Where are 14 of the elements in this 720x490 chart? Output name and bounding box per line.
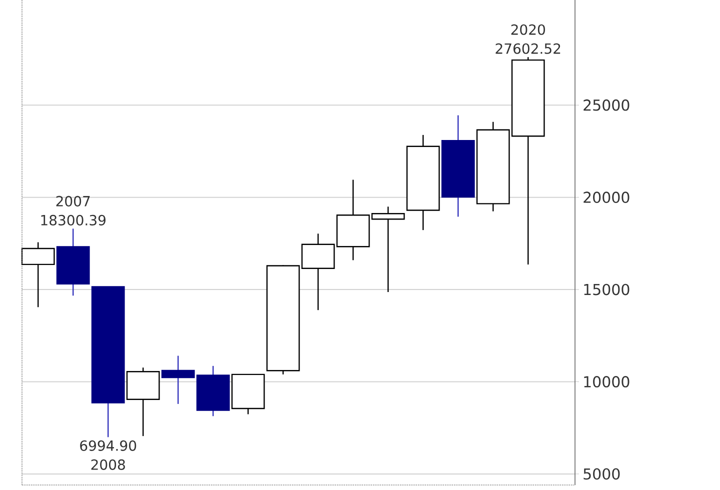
y-tick-label: 10000 [584,376,630,388]
annotation: 18300.39 [41,214,106,226]
annotation: 27602.52 [496,43,560,54]
candlestick [441,114,475,218]
y-tick-label: 5000 [584,468,620,480]
annotation: 2020 [511,24,545,35]
annotation: 2008 [91,459,125,470]
annotation: 2007 [56,196,90,206]
annotation: 6994.90 [80,440,136,451]
y-tick-label: 25000 [584,99,630,111]
y-tick-label: 15000 [584,284,630,296]
candlestick [406,134,440,231]
candlestick [56,228,90,296]
y-tick-label: 20000 [584,192,630,203]
